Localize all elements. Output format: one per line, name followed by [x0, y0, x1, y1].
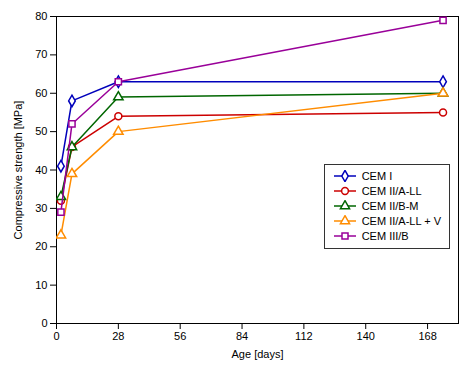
svg-text:0: 0: [41, 317, 47, 329]
html-text:CEM II/A-LL + V: CEM II/A-LL + V: [361, 215, 441, 228]
svg-text:10: 10: [35, 279, 47, 291]
svg-text:Compressive strength [MPa]: Compressive strength [MPa]: [12, 101, 24, 240]
svg-text:28: 28: [112, 330, 124, 342]
svg-text:30: 30: [35, 202, 47, 214]
svg-text:70: 70: [35, 48, 47, 60]
svg-text:80: 80: [35, 10, 47, 22]
svg-text:112: 112: [295, 330, 313, 342]
svg-text:0: 0: [53, 330, 59, 342]
svg-text:20: 20: [35, 240, 47, 252]
svg-text:168: 168: [418, 330, 436, 342]
svg-text:84: 84: [236, 330, 248, 342]
svg-text:40: 40: [35, 164, 47, 176]
svg-text:60: 60: [35, 87, 47, 99]
svg-text:140: 140: [357, 330, 375, 342]
html-text:CEM II/B-M: CEM II/B-M: [361, 200, 419, 213]
svg-text:50: 50: [35, 125, 47, 137]
html-text:CEM III/B: CEM III/B: [361, 230, 409, 243]
svg-text:Age [days]: Age [days]: [232, 348, 284, 360]
svg-text:56: 56: [174, 330, 186, 342]
html-text:CEM II/A-LL: CEM II/A-LL: [361, 185, 422, 198]
html-text:CEM I: CEM I: [361, 170, 393, 183]
